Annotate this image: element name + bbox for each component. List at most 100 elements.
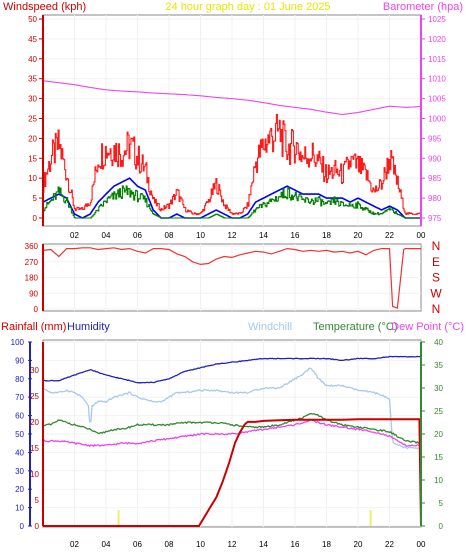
humidity-tick-labels: 0 10 20 30 40 50 60 70 80 90 100 bbox=[11, 338, 32, 531]
humidity-tick-label: 0 bbox=[20, 522, 25, 531]
rainfall-tick-label: 0 bbox=[35, 522, 40, 531]
windspeed-tick-label: 50 bbox=[28, 15, 37, 24]
hour-tick-label: 00 bbox=[417, 231, 426, 240]
rainfall-tick-label: 5 bbox=[35, 496, 40, 505]
hour-tick-label: 12 bbox=[228, 231, 237, 240]
humidity-tick-label: 70 bbox=[15, 393, 24, 402]
humidity-tick-label: 80 bbox=[15, 375, 24, 384]
rainfall-tick-label: 20 bbox=[30, 418, 39, 427]
hour-tick-label: 04 bbox=[102, 540, 111, 549]
hour-tick-label: 22 bbox=[385, 231, 394, 240]
hour-tick-label: 16 bbox=[291, 540, 300, 549]
wind-direction-series bbox=[42, 247, 421, 309]
rainfall-line bbox=[43, 418, 422, 527]
barometer-tick-label: 1000 bbox=[428, 115, 446, 124]
temperature-tick-label: 0 bbox=[439, 522, 444, 531]
rainfall-axis-title: Rainfall (mm) bbox=[1, 321, 66, 333]
barometer-tick-label: 985 bbox=[428, 174, 442, 183]
windspeed-tick-label: 45 bbox=[28, 35, 37, 44]
windspeed-tick-label: 35 bbox=[28, 75, 37, 84]
hour-tick-label: 02 bbox=[70, 231, 79, 240]
barometer-tick-label: 995 bbox=[428, 134, 442, 143]
windspeed-tick-label: 40 bbox=[28, 55, 37, 64]
dewpoint-axis-title: Dew Point (°C) bbox=[391, 321, 464, 333]
windspeed-axis-title: Windspeed (kph) bbox=[3, 1, 86, 13]
rainfall-tick-label: 10 bbox=[30, 470, 39, 479]
temperature-line bbox=[42, 412, 422, 444]
hour-tick-label: 08 bbox=[165, 540, 174, 549]
hour-tick-label: 20 bbox=[354, 540, 363, 549]
hour-tick-label: 14 bbox=[259, 540, 268, 549]
hour-tick-label: 00 bbox=[417, 540, 426, 549]
hour-tick-label: 18 bbox=[322, 540, 331, 549]
wind-direction-line bbox=[42, 247, 421, 309]
compass-label: S bbox=[432, 271, 440, 285]
hour-tick-label: 20 bbox=[354, 231, 363, 240]
temperature-tick-label: 40 bbox=[434, 338, 443, 347]
windspeed-tick-label: 10 bbox=[28, 174, 37, 183]
rain-hour-tick-labels: 02 04 06 08 10 12 14 16 18 20 22 00 bbox=[70, 540, 426, 549]
humidity-tick-label: 10 bbox=[15, 504, 24, 513]
gust-line bbox=[43, 113, 422, 216]
hour-tick-label: 08 bbox=[165, 231, 174, 240]
temperature-tick-label: 25 bbox=[434, 407, 443, 416]
windchill-axis-title: Windchill bbox=[248, 321, 292, 333]
compass-label: N bbox=[432, 239, 441, 253]
humidity-tick-label: 50 bbox=[15, 430, 24, 439]
direction-tick-label: 90 bbox=[29, 289, 38, 298]
windspeed-tick-label: 15 bbox=[28, 154, 37, 163]
graph-title: 24 hour graph day : 01 June 2025 bbox=[165, 1, 330, 13]
barometer-tick-labels: 975 980 985 990 995 1000 1005 1010 1015 1020 1025 bbox=[420, 15, 446, 226]
barometer-tick-label: 990 bbox=[428, 154, 442, 163]
rainfall-tick-label: 30 bbox=[30, 366, 39, 375]
direction-tick-label: 180 bbox=[25, 274, 39, 283]
windspeed-tick-labels: 0 5 10 15 20 25 30 35 40 45 50 bbox=[28, 15, 44, 226]
direction-tick-label: 360 bbox=[25, 242, 39, 251]
compass-label: E bbox=[432, 255, 440, 269]
wind-barometer-series bbox=[42, 80, 422, 219]
temperature-tick-label: 5 bbox=[439, 499, 444, 508]
barometer-tick-label: 980 bbox=[428, 194, 442, 203]
temperature-axis-title: Temperature (°C) bbox=[313, 321, 397, 333]
humidity-tick-label: 20 bbox=[15, 485, 24, 494]
compass-label: N bbox=[432, 302, 441, 316]
hour-tick-label: 06 bbox=[133, 231, 142, 240]
direction-tick-label: 0 bbox=[34, 305, 39, 314]
barometer-tick-label: 1010 bbox=[428, 75, 446, 84]
barometer-tick-label: 975 bbox=[428, 214, 442, 223]
humidity-tick-label: 100 bbox=[11, 338, 25, 347]
hour-tick-label: 02 bbox=[70, 540, 79, 549]
rainfall-tick-label: 25 bbox=[30, 392, 39, 401]
humidity-tick-label: 40 bbox=[15, 448, 24, 457]
direction-tick-label: 270 bbox=[25, 258, 39, 267]
hour-tick-label: 14 bbox=[259, 231, 268, 240]
low-line bbox=[43, 185, 421, 219]
dewpoint-line bbox=[42, 418, 422, 448]
wind-direction-grid bbox=[43, 244, 421, 311]
rain-rate-markers bbox=[117, 510, 372, 526]
hour-tick-label: 06 bbox=[133, 540, 142, 549]
humidity-tick-label: 90 bbox=[15, 356, 24, 365]
windchill-line bbox=[42, 367, 422, 450]
barometer-line bbox=[42, 80, 421, 116]
windspeed-tick-label: 30 bbox=[28, 95, 37, 104]
direction-tick-labels: 0 90 180 270 360 bbox=[25, 242, 44, 314]
rainfall-tick-label: 15 bbox=[30, 444, 39, 453]
wind-barometer-grid bbox=[43, 15, 421, 226]
rainfall-tick-labels: 0 5 10 15 20 25 30 bbox=[30, 342, 44, 531]
barometer-tick-label: 1005 bbox=[428, 95, 446, 104]
humidity-tick-label: 30 bbox=[15, 467, 24, 476]
windspeed-tick-label: 25 bbox=[28, 115, 37, 124]
humidity-tick-label: 60 bbox=[15, 412, 24, 421]
temperature-tick-label: 10 bbox=[434, 476, 443, 485]
barometer-tick-label: 1015 bbox=[428, 55, 446, 64]
hour-tick-label: 12 bbox=[228, 540, 237, 549]
windspeed-tick-label: 0 bbox=[33, 214, 38, 223]
hour-tick-label: 22 bbox=[385, 540, 394, 549]
hour-tick-label: 10 bbox=[196, 540, 205, 549]
compass-label: W bbox=[430, 286, 442, 300]
barometer-tick-label: 1020 bbox=[428, 35, 446, 44]
